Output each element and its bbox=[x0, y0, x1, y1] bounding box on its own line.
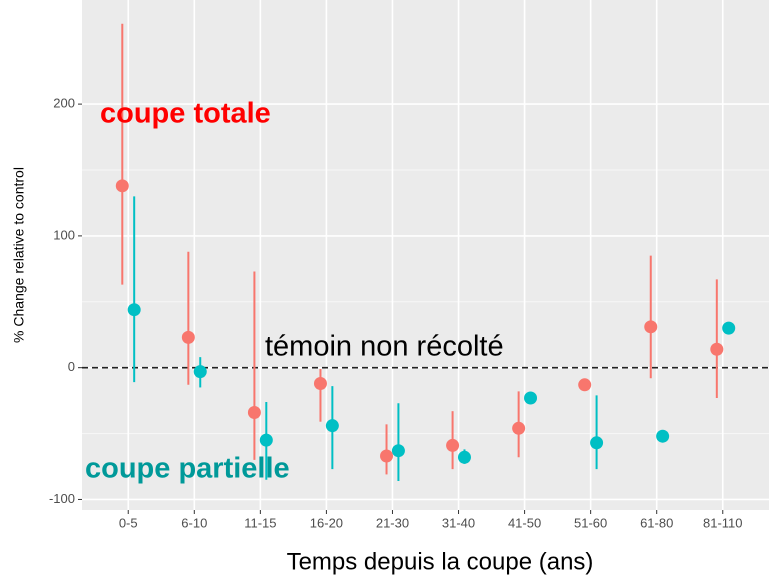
y-tick-label: -100 bbox=[49, 491, 75, 506]
point bbox=[578, 378, 592, 392]
x-tick-label: 6-10 bbox=[181, 515, 207, 530]
plot-panel bbox=[82, 0, 769, 510]
x-tick-label: 61-80 bbox=[640, 515, 673, 530]
y-tick-label: 100 bbox=[53, 227, 75, 242]
point bbox=[710, 342, 724, 356]
point bbox=[127, 303, 141, 317]
y-tick-label: 0 bbox=[68, 359, 75, 374]
point bbox=[181, 330, 195, 344]
x-tick-label: 81-110 bbox=[703, 515, 743, 530]
x-tick-label: 0-5 bbox=[119, 515, 138, 530]
point bbox=[391, 444, 405, 458]
y-tick-label: 200 bbox=[53, 96, 75, 111]
point bbox=[259, 433, 273, 447]
x-tick-label: 21-30 bbox=[376, 515, 409, 530]
point bbox=[446, 438, 460, 452]
series-label: coupe partielle bbox=[85, 453, 290, 485]
point bbox=[590, 436, 604, 450]
point bbox=[457, 450, 471, 464]
point bbox=[247, 405, 261, 419]
x-tick-label: 31-40 bbox=[442, 515, 475, 530]
point bbox=[512, 421, 526, 435]
point bbox=[313, 376, 327, 390]
point bbox=[524, 391, 538, 405]
series-label: coupe totale bbox=[100, 98, 271, 130]
x-tick-label: 11-15 bbox=[244, 515, 276, 530]
point bbox=[722, 321, 736, 335]
y-axis-label: % Change relative to control bbox=[11, 167, 27, 343]
x-tick-label: 16-20 bbox=[310, 515, 343, 530]
point bbox=[193, 365, 207, 379]
point bbox=[115, 179, 129, 193]
point bbox=[380, 449, 394, 463]
point bbox=[644, 320, 658, 334]
x-tick-label: 51-60 bbox=[574, 515, 607, 530]
x-tick-label: 41-50 bbox=[508, 515, 541, 530]
point bbox=[325, 419, 339, 433]
point bbox=[656, 429, 670, 443]
x-axis-label: Temps depuis la coupe (ans) bbox=[287, 548, 594, 575]
reference-label: témoin non récolté bbox=[265, 330, 504, 362]
